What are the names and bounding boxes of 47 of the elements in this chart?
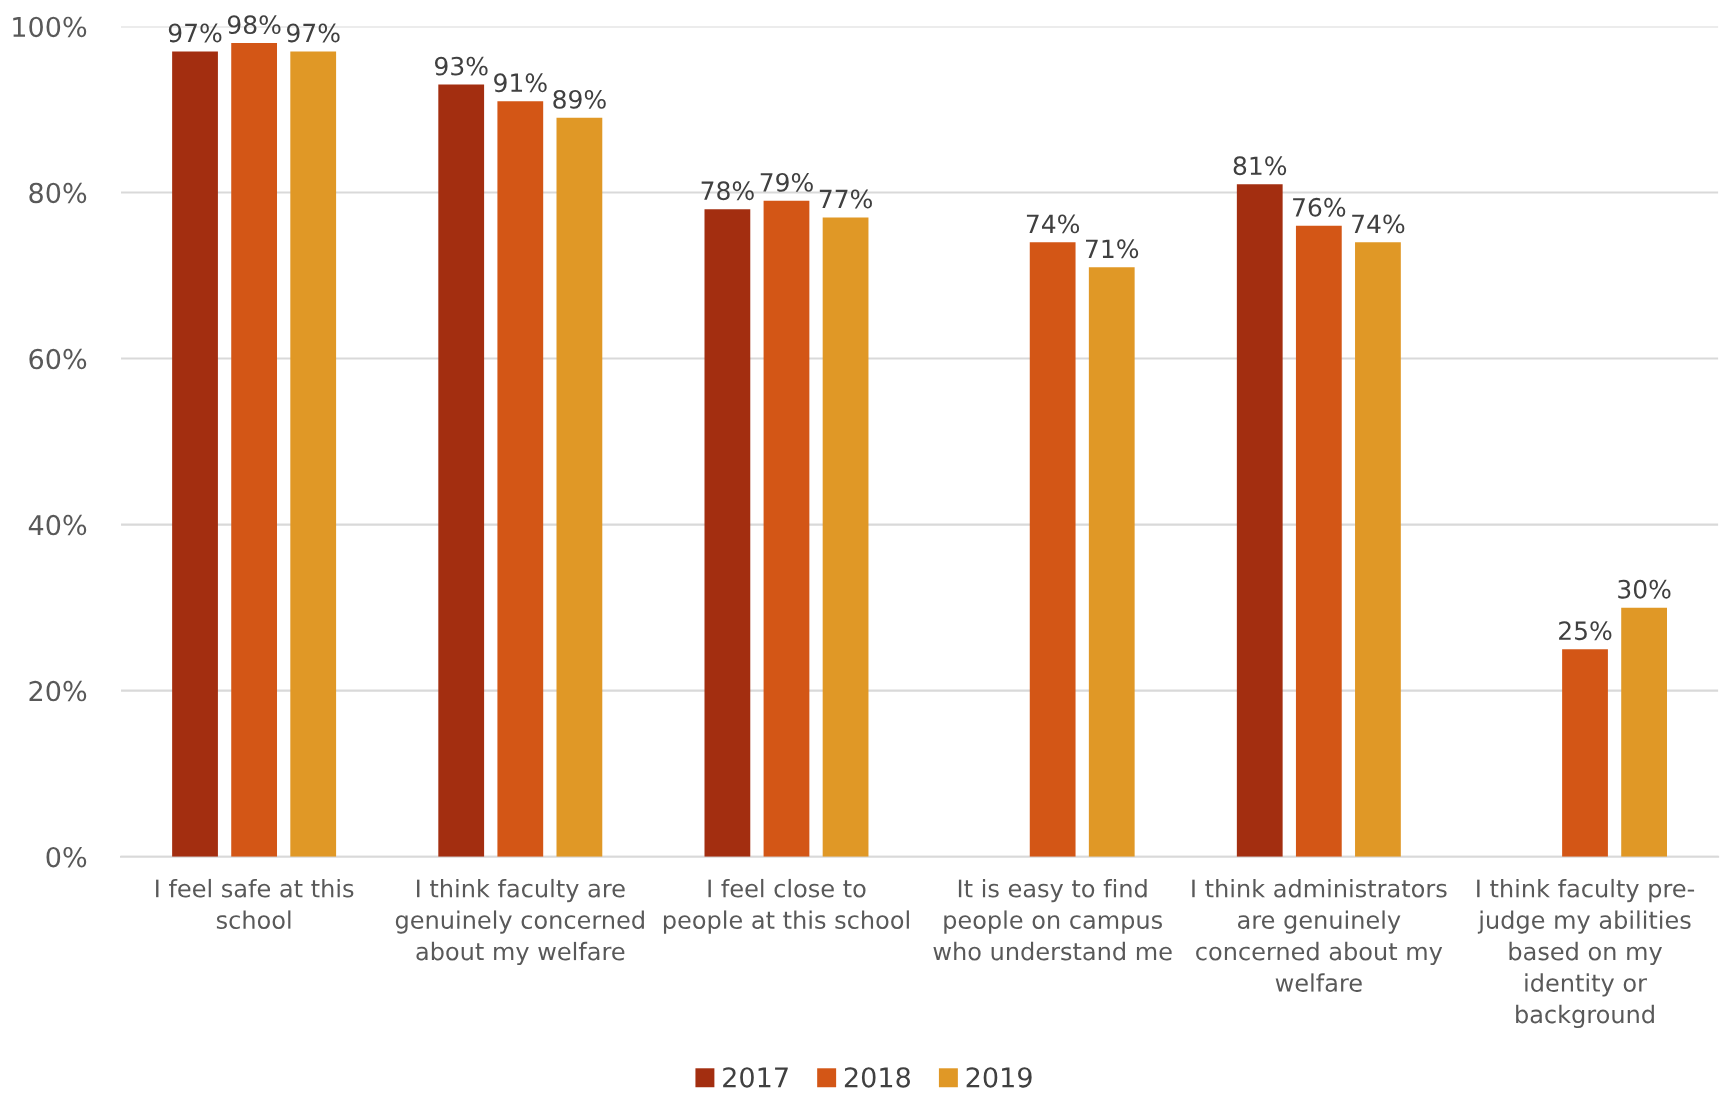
data-label: 97% bbox=[168, 23, 222, 43]
x-tick-label: I think administrators are genuinely concerned about my welfare bbox=[1192, 878, 1447, 992]
bar bbox=[290, 51, 337, 857]
x-tick-label: I think faculty are genuinely concerned about my welfare bbox=[395, 878, 644, 966]
bar bbox=[822, 217, 869, 857]
bar bbox=[497, 101, 544, 857]
legend-label: 2019 bbox=[966, 1067, 1032, 1088]
bar bbox=[1236, 184, 1283, 857]
bar bbox=[231, 43, 278, 857]
data-label: 74% bbox=[1352, 214, 1405, 234]
legend-label: 2017 bbox=[723, 1067, 788, 1088]
legend-label: 2018 bbox=[844, 1067, 910, 1088]
data-label: 81% bbox=[1233, 156, 1287, 176]
data-label: 98% bbox=[227, 15, 281, 35]
data-label: 74% bbox=[1026, 214, 1080, 234]
data-label: 77% bbox=[819, 189, 872, 209]
y-tick-label: 40% bbox=[28, 514, 87, 536]
data-label: 93% bbox=[435, 56, 488, 76]
bar bbox=[438, 84, 485, 857]
y-tick-label: 100% bbox=[13, 16, 87, 38]
bar bbox=[1295, 225, 1342, 857]
data-label: 78% bbox=[701, 181, 754, 201]
bar bbox=[763, 200, 810, 857]
data-label: 79% bbox=[760, 172, 813, 192]
data-label: 91% bbox=[494, 73, 547, 93]
bar bbox=[1355, 242, 1401, 857]
y-tick-label: 60% bbox=[29, 348, 87, 370]
data-label: 89% bbox=[553, 89, 606, 109]
y-tick-label: 80% bbox=[29, 182, 87, 204]
bar bbox=[1621, 607, 1667, 857]
x-tick-label: I feel close to people at this school bbox=[663, 878, 909, 934]
x-tick-label: I feel safe at this school bbox=[156, 878, 354, 929]
data-label: 97% bbox=[287, 23, 340, 43]
y-tick-label: 0% bbox=[46, 846, 87, 868]
data-label: 76% bbox=[1293, 197, 1346, 217]
bar bbox=[1088, 267, 1135, 857]
bar bbox=[1562, 649, 1608, 857]
bar bbox=[1029, 242, 1076, 857]
data-label: 71% bbox=[1086, 239, 1139, 259]
bar bbox=[704, 209, 751, 857]
bar bbox=[556, 117, 603, 857]
y-tick-label: 20% bbox=[29, 680, 87, 702]
data-label: 25% bbox=[1559, 621, 1612, 641]
x-tick-label: I think faculty pre- judge my abilities based on my identity or background bbox=[1477, 878, 1695, 1029]
x-tick-label: It is easy to find people on campus who understand me bbox=[933, 878, 1172, 961]
data-label: 30% bbox=[1618, 579, 1671, 599]
bar bbox=[172, 51, 218, 857]
